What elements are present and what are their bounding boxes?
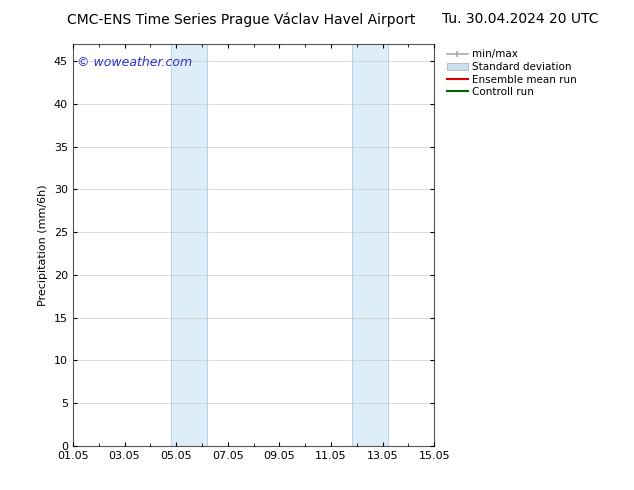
Legend: min/max, Standard deviation, Ensemble mean run, Controll run: min/max, Standard deviation, Ensemble me… — [447, 49, 576, 97]
Text: © woweather.com: © woweather.com — [77, 56, 191, 69]
Bar — [352, 44, 388, 446]
Text: Tu. 30.04.2024 20 UTC: Tu. 30.04.2024 20 UTC — [442, 12, 598, 26]
Text: CMC-ENS Time Series Prague Václav Havel Airport: CMC-ENS Time Series Prague Václav Havel … — [67, 12, 415, 27]
Bar — [171, 44, 207, 446]
Y-axis label: Precipitation (mm/6h): Precipitation (mm/6h) — [39, 184, 48, 306]
